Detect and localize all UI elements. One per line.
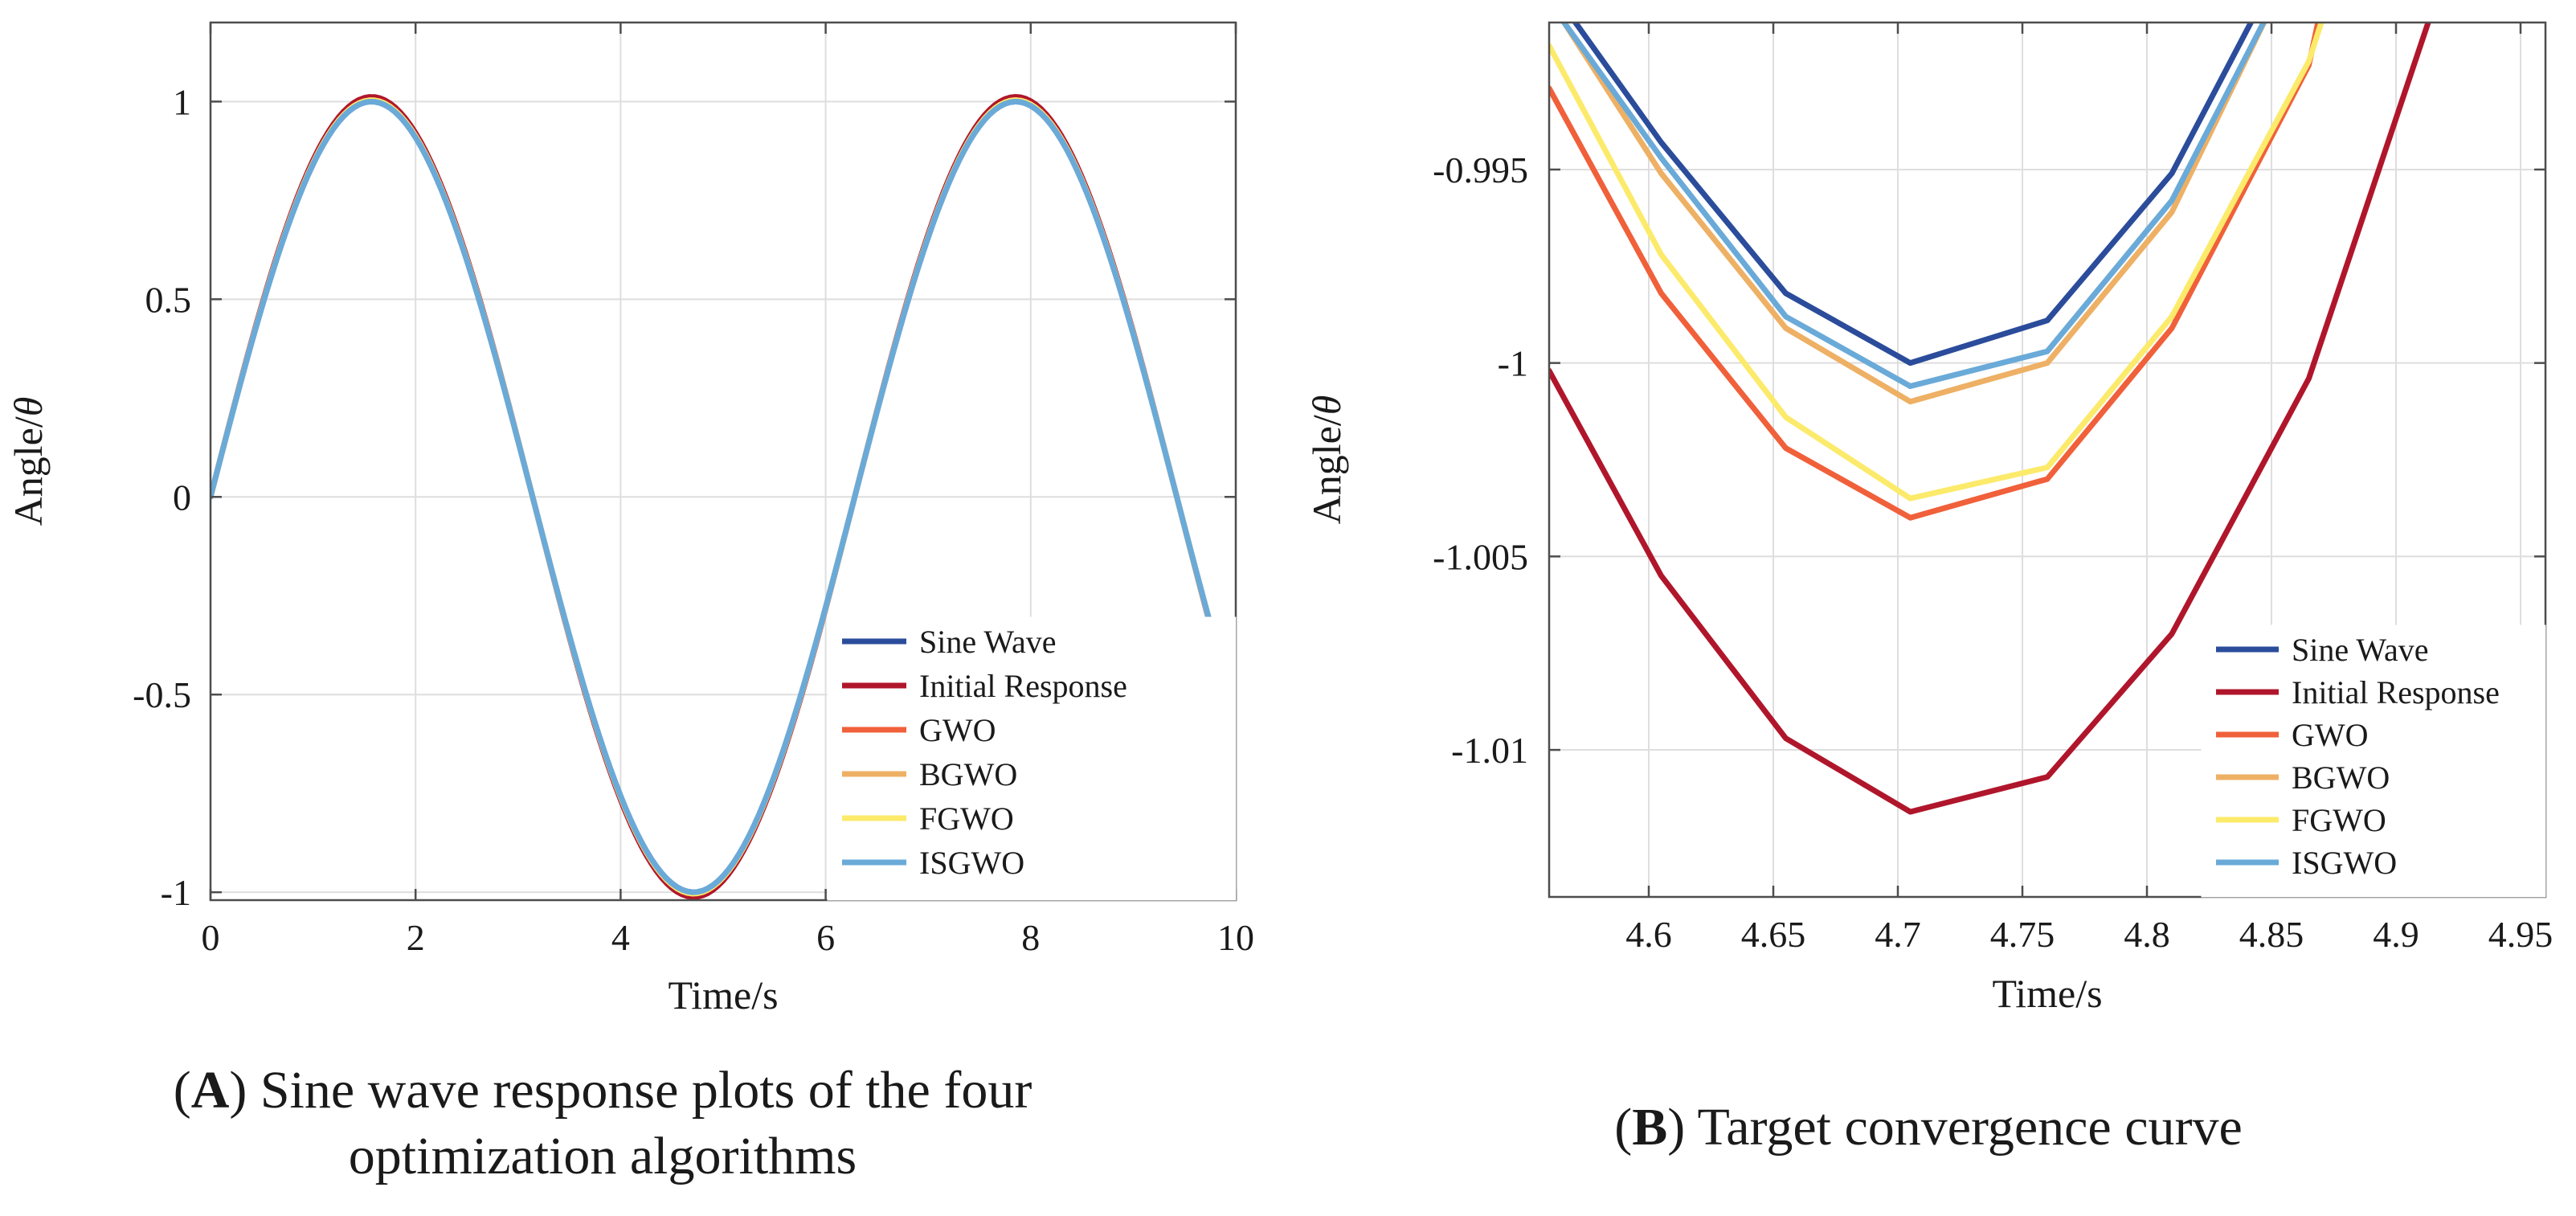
chart-b-series-isgwo <box>1560 23 2267 390</box>
caption-b: (B) Target convergence curve <box>1446 1095 2410 1161</box>
caption-a-line1: (A) Sine wave response plots of the four <box>173 1061 1032 1120</box>
caption-b-line1: (B) Target convergence curve <box>1614 1098 2243 1157</box>
chart-a-legend-label-bgwo: BGWO <box>919 756 1017 792</box>
chart-a-ytick-label-3: 0.5 <box>145 279 192 320</box>
chart-b-xtick-label-7: 4.95 <box>2488 914 2554 955</box>
chart-a-legend-label-isgwo: ISGWO <box>919 845 1024 881</box>
chart-b-xtick-label-5: 4.85 <box>2239 914 2304 955</box>
chart-a-legend-label-fgwo: FGWO <box>919 800 1014 837</box>
caption-b-text1: Target convergence curve <box>1685 1098 2243 1157</box>
chart-a-xtick-label-0: 0 <box>202 917 220 958</box>
chart-a: 0 2 4 6 8 10 -1 -0.5 0 0.5 1 Time/s Angle/θ Sine Wave… <box>6 21 1254 1017</box>
chart-a-legend-label-initial-response: Initial Response <box>919 668 1127 704</box>
chart-a-ylabel-symbol: θ <box>6 397 51 417</box>
chart-a-legend: Sine Wave Initial Response GWO BGWO FGWO ISGW… <box>827 616 1237 901</box>
chart-b-ylabel-symbol: θ <box>1304 395 1349 416</box>
chart-a-ylabel-text: Angle/ <box>6 416 51 526</box>
chart-a-xtick-label-3: 6 <box>816 917 835 958</box>
chart-b-ytick-label-1: -1.005 <box>1433 536 1528 577</box>
chart-b-xtick-label-6: 4.9 <box>2373 914 2419 955</box>
chart-a-ylabel: Angle/θ <box>6 397 51 526</box>
caption-a-text2: optimization algorithms <box>348 1127 857 1185</box>
chart-a-xtick-label-2: 4 <box>611 917 630 958</box>
chart-a-xlabel: Time/s <box>668 972 778 1017</box>
chart-a-series-group <box>211 93 1236 900</box>
chart-b-legend-label-isgwo: ISGWO <box>2292 845 2397 881</box>
chart-b-legend-label-initial-response: Initial Response <box>2292 674 2500 710</box>
chart-a-series-isgwo <box>211 98 1236 895</box>
chart-a-axes-box <box>209 21 1237 902</box>
chart-b-ytick-label-3: -0.995 <box>1433 149 1528 190</box>
chart-a-xtick-label-5: 10 <box>1217 917 1254 958</box>
chart-a-legend-label-gwo: GWO <box>919 712 996 748</box>
chart-b-ylabel-text: Angle/ <box>1304 415 1349 524</box>
chart-a-xtick-label-4: 8 <box>1021 917 1040 958</box>
chart-b-xtick-label-0: 4.6 <box>1625 914 1672 955</box>
chart-b-xlabel: Time/s <box>1992 971 2102 1016</box>
chart-b-series-initial-response <box>1549 23 2431 815</box>
chart-b-legend: Sine Wave Initial Response GWO BGWO FGWO ISGW… <box>2201 624 2546 898</box>
chart-b-axes-box <box>1548 21 2547 899</box>
chart-b-ylabel: Angle/θ <box>1304 395 1349 525</box>
chart-b-legend-label-sine-wave: Sine Wave <box>2292 632 2428 668</box>
chart-b-series-fgwo <box>1549 23 2325 502</box>
caption-a-label: A <box>190 1061 230 1120</box>
chart-a-xtick-label-1: 2 <box>407 917 425 958</box>
chart-b-legend-box <box>2201 624 2546 898</box>
chart-b-ytick-label-2: -1 <box>1498 343 1528 384</box>
chart-b-legend-label-fgwo: FGWO <box>2292 802 2386 838</box>
chart-b-legend-label-gwo: GWO <box>2292 717 2369 753</box>
chart-a-legend-label-sine-wave: Sine Wave <box>919 624 1056 660</box>
chart-b-ytick-label-0: -1.01 <box>1451 730 1528 771</box>
chart-b-series-bgwo <box>1560 23 2267 405</box>
chart-b-xtick-label-2: 4.7 <box>1875 914 1921 955</box>
chart-a-ytick-label-4: 1 <box>173 81 191 122</box>
chart-b-xtick-label-4: 4.8 <box>2124 914 2170 955</box>
caption-a-text1: Sine wave response plots of the four <box>247 1061 1032 1120</box>
chart-a-ytick-label-0: -1 <box>161 872 191 913</box>
chart-b: 4.6 4.65 4.7 4.75 4.8 4.85 4.9 4.95 -1.01 -1.005 -… <box>1304 21 2554 1016</box>
caption-a: (A) Sine wave response plots of the four… <box>24 1058 1181 1189</box>
chart-a-ytick-label-1: -0.5 <box>133 674 191 715</box>
chart-b-series-group <box>1549 23 2431 815</box>
chart-b-xtick-label-1: 4.65 <box>1741 914 1806 955</box>
chart-a-ytick-label-2: 0 <box>173 477 191 518</box>
chart-b-xtick-label-3: 4.75 <box>1990 914 2055 955</box>
chart-a-legend-box <box>827 616 1237 901</box>
chart-b-series-sine-wave <box>1572 23 2255 366</box>
chart-b-legend-label-bgwo: BGWO <box>2292 759 2390 796</box>
caption-b-label: B <box>1632 1098 1668 1157</box>
